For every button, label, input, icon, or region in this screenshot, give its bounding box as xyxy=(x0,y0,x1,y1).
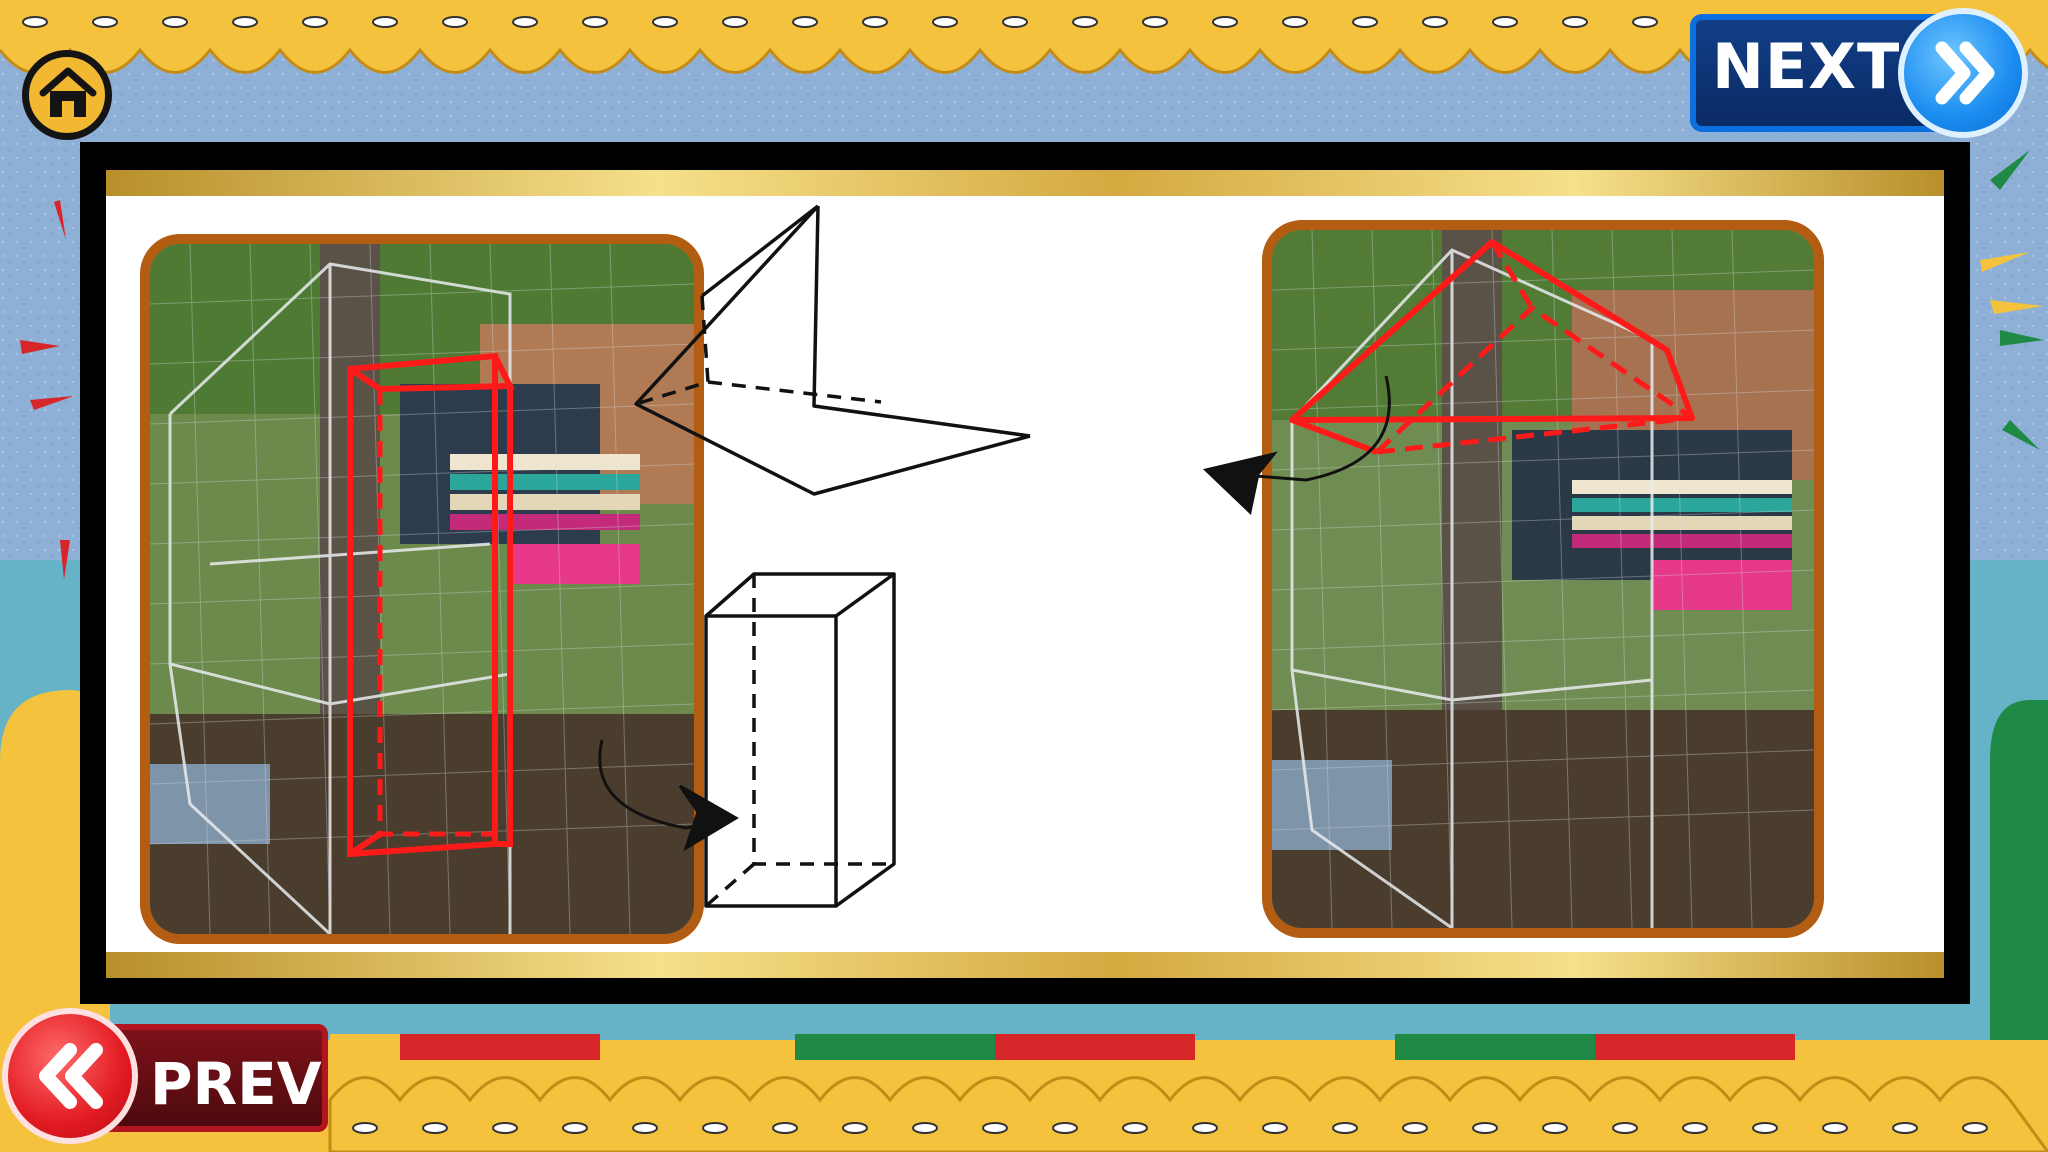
triangular-prism-shape xyxy=(634,204,1031,496)
top-gold-border xyxy=(106,170,1944,196)
rectangular-prism-shape xyxy=(704,572,896,908)
arrow-head-left xyxy=(1202,451,1278,515)
content-board xyxy=(80,142,1970,1004)
prev-button-circle xyxy=(2,1008,138,1144)
left-cage-photo xyxy=(140,234,704,944)
prev-button-label: PREV xyxy=(150,1050,322,1118)
prev-button[interactable]: PREV xyxy=(0,1004,335,1144)
home-icon xyxy=(39,67,97,117)
double-chevron-left-icon xyxy=(39,1043,103,1109)
arrow-to-box xyxy=(598,739,737,830)
next-button[interactable]: NEXT xyxy=(1690,8,2042,138)
double-chevron-right-icon xyxy=(1935,41,1995,105)
geometry-diagram xyxy=(598,204,1391,908)
content-panel xyxy=(106,170,1944,978)
arrow-head-right xyxy=(678,784,739,852)
next-button-circle xyxy=(1898,8,2028,138)
right-cage-photo xyxy=(1262,220,1824,938)
next-button-label: NEXT xyxy=(1712,30,1901,103)
arrow-to-prism xyxy=(1255,375,1391,482)
bottom-gold-border xyxy=(106,952,1944,978)
home-button[interactable] xyxy=(22,50,112,140)
